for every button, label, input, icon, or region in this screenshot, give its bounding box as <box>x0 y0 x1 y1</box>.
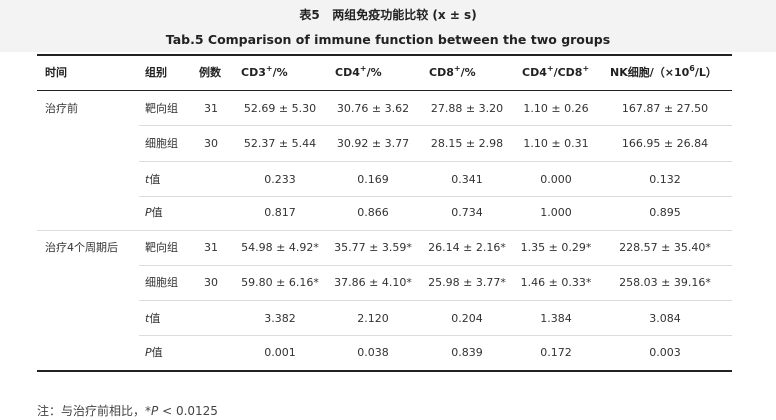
cell-group: 细胞组 <box>145 137 178 150</box>
cell-cd3: 52.69 ± 5.30 <box>243 102 317 115</box>
header-cd4: CD4+/% <box>335 64 382 80</box>
header-cd4-cd8-ratio: CD4+/CD8+ <box>522 64 590 80</box>
group-separator <box>37 230 732 231</box>
cell-cd4: 2.120 <box>357 312 389 325</box>
cell-n: 31 <box>204 241 218 254</box>
table-footnote: 注：与治疗前相比，*P < 0.0125 <box>37 404 218 418</box>
cell-group: 靶向组 <box>145 102 178 115</box>
cell-group: t值 <box>145 312 161 325</box>
cell-cd8: 28.15 ± 2.98 <box>430 137 504 150</box>
row-separator <box>139 300 732 301</box>
cell-nk: 167.87 ± 27.50 <box>621 102 709 115</box>
title-band <box>0 0 776 52</box>
cell-cd8: 0.734 <box>451 206 483 219</box>
cell-cd8: 0.341 <box>451 173 483 186</box>
table-title-cn: 表5 两组免疫功能比较 (x ± s) <box>0 6 776 23</box>
cell-nk: 3.084 <box>649 312 681 325</box>
cell-nk: 0.003 <box>649 346 681 359</box>
cell-cd3: 3.382 <box>264 312 296 325</box>
cell-ratio: 1.10 ± 0.31 <box>523 137 589 150</box>
cell-nk: 166.95 ± 26.84 <box>621 137 709 150</box>
row-separator <box>139 196 732 197</box>
cell-group: P值 <box>145 346 163 359</box>
cell-cd8: 25.98 ± 3.77* <box>428 276 506 289</box>
cell-ratio: 1.000 <box>540 206 572 219</box>
header-group: 组别 <box>145 66 167 79</box>
cell-n: 31 <box>204 102 218 115</box>
header-n: 例数 <box>199 66 221 79</box>
cell-cd3: 0.001 <box>264 346 296 359</box>
header-nk: NK细胞/（×106/L） <box>610 64 717 80</box>
bottom-rule <box>37 370 732 372</box>
cell-group: 细胞组 <box>145 276 178 289</box>
cell-cd4: 35.77 ± 3.59* <box>334 241 412 254</box>
cell-time: 治疗前 <box>45 102 78 115</box>
cell-ratio: 1.384 <box>540 312 572 325</box>
cell-cd4: 30.76 ± 3.62 <box>336 102 410 115</box>
cell-cd4: 0.169 <box>357 173 389 186</box>
cell-cd3: 0.817 <box>264 206 296 219</box>
cell-nk: 0.132 <box>649 173 681 186</box>
cell-n: 30 <box>204 276 218 289</box>
cell-cd3: 54.98 ± 4.92* <box>241 241 319 254</box>
row-separator <box>139 265 732 266</box>
cell-nk: 0.895 <box>649 206 681 219</box>
header-time: 时间 <box>45 66 67 79</box>
cell-cd4: 0.866 <box>357 206 389 219</box>
cell-cd8: 0.204 <box>451 312 483 325</box>
cell-cd8: 26.14 ± 2.16* <box>428 241 506 254</box>
cell-cd8: 27.88 ± 3.20 <box>430 102 504 115</box>
cell-group: 靶向组 <box>145 241 178 254</box>
cell-cd4: 37.86 ± 4.10* <box>334 276 412 289</box>
header-cd8: CD8+/% <box>429 64 476 80</box>
cell-cd3: 52.37 ± 5.44 <box>243 137 317 150</box>
cell-nk: 258.03 ± 39.16* <box>619 276 711 289</box>
cell-cd3: 59.80 ± 6.16* <box>241 276 319 289</box>
cell-ratio: 1.46 ± 0.33* <box>520 276 592 289</box>
table-number: 表5 <box>299 8 320 22</box>
cell-cd4: 0.038 <box>357 346 389 359</box>
cell-cd3: 0.233 <box>264 173 296 186</box>
table-title-main: 两组免疫功能比较 <box>332 8 429 22</box>
row-separator <box>139 125 732 126</box>
cell-group: t值 <box>145 173 161 186</box>
cell-cd4: 30.92 ± 3.77 <box>336 137 410 150</box>
table-title-en: Tab.5 Comparison of immune function betw… <box>165 32 611 47</box>
header-cd3: CD3+/% <box>241 64 288 80</box>
top-rule <box>37 54 732 56</box>
row-separator <box>139 161 732 162</box>
cell-ratio: 0.172 <box>540 346 572 359</box>
cell-ratio: 1.35 ± 0.29* <box>520 241 592 254</box>
table-title-stat: (x ± s) <box>432 8 477 22</box>
cell-time: 治疗4个周期后 <box>45 241 118 254</box>
cell-ratio: 1.10 ± 0.26 <box>523 102 589 115</box>
cell-cd8: 0.839 <box>451 346 483 359</box>
cell-n: 30 <box>204 137 218 150</box>
cell-group: P值 <box>145 206 163 219</box>
header-rule <box>37 90 732 91</box>
cell-nk: 228.57 ± 35.40* <box>619 241 711 254</box>
row-separator <box>139 335 732 336</box>
cell-ratio: 0.000 <box>540 173 572 186</box>
